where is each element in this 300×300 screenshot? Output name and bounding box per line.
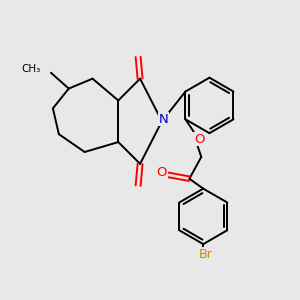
Text: O: O xyxy=(156,166,167,179)
Text: Br: Br xyxy=(198,248,212,260)
Text: O: O xyxy=(194,133,205,146)
Text: CH₃: CH₃ xyxy=(22,64,41,74)
Text: N: N xyxy=(159,113,169,126)
